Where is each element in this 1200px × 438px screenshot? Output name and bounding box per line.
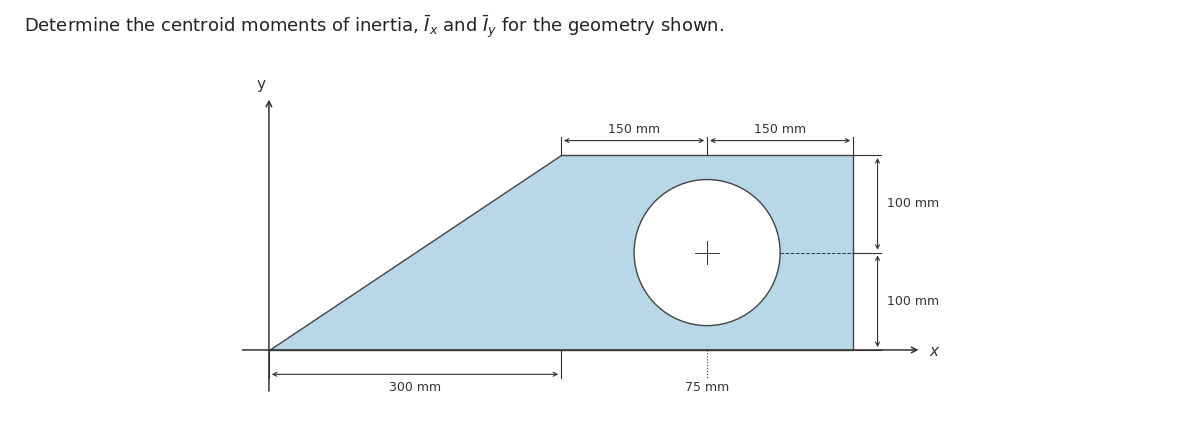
Text: 150 mm: 150 mm <box>608 123 660 136</box>
Text: x: x <box>929 344 938 360</box>
Text: Determine the centroid moments of inertia, $\bar{I}_x$ and $\bar{I}_y$ for the g: Determine the centroid moments of inerti… <box>24 13 724 40</box>
Text: 75 mm: 75 mm <box>685 381 730 394</box>
Polygon shape <box>269 155 853 350</box>
Circle shape <box>634 180 780 325</box>
Text: 100 mm: 100 mm <box>887 295 940 308</box>
Text: 300 mm: 300 mm <box>389 381 442 394</box>
Text: y: y <box>257 77 265 92</box>
Text: 150 mm: 150 mm <box>754 123 806 136</box>
Text: 100 mm: 100 mm <box>887 198 940 210</box>
